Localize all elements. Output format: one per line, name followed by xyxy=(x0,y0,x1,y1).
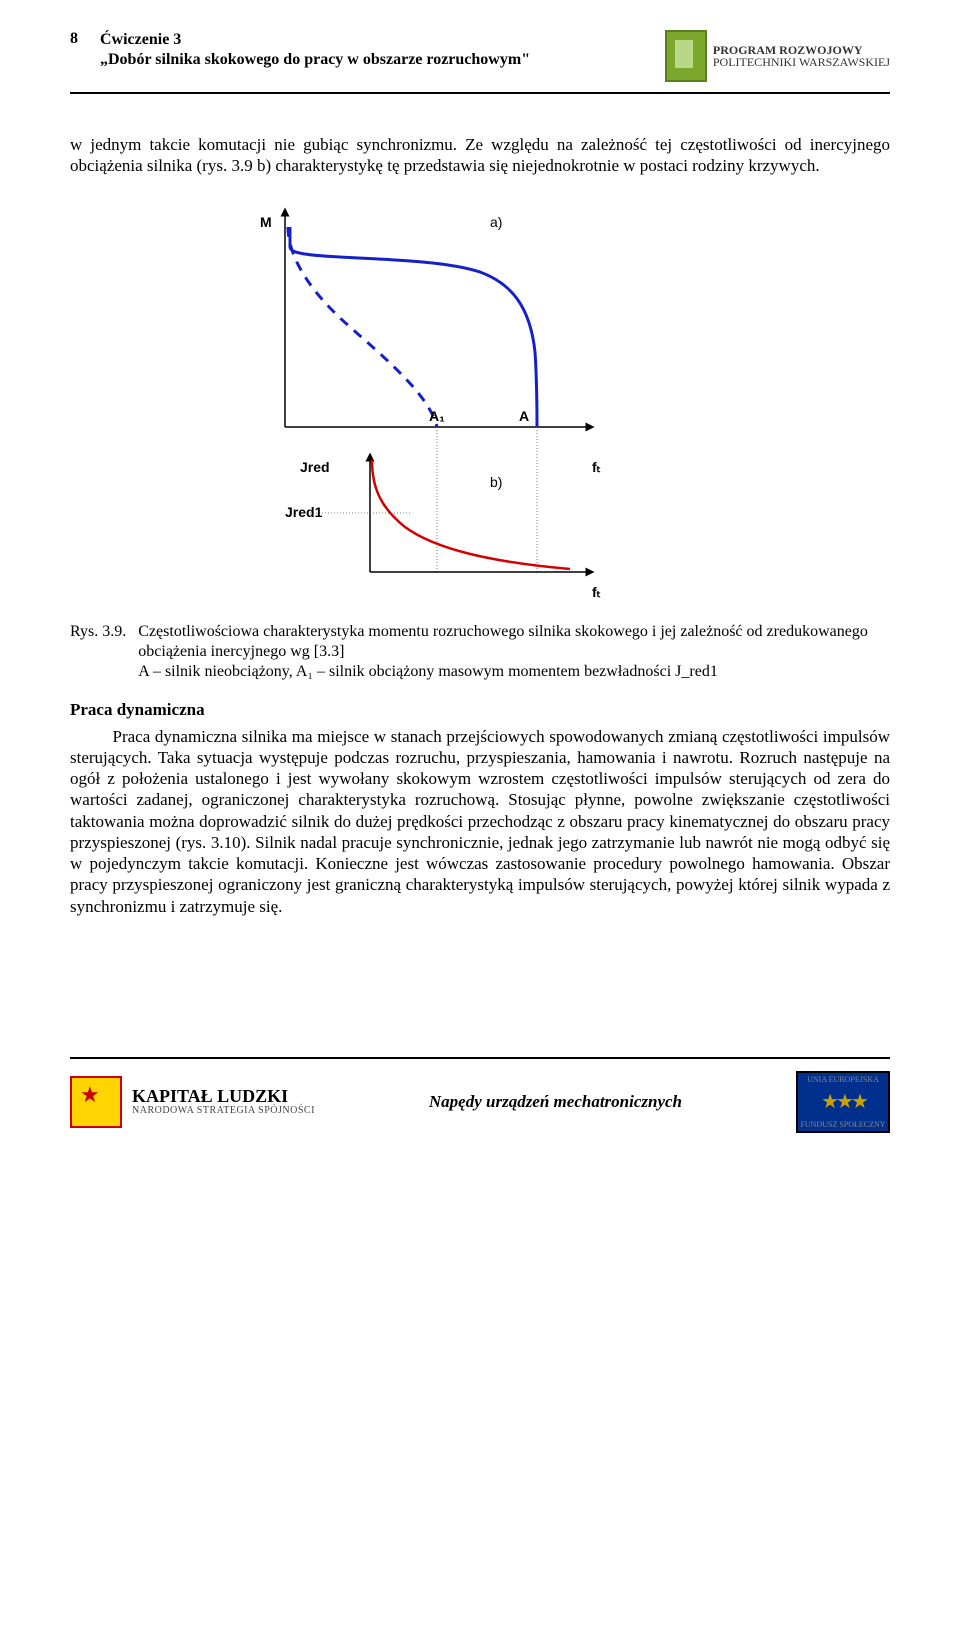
main-paragraph: Praca dynamiczna silnika ma miejsce w st… xyxy=(70,726,890,917)
eu-stars-icon: ★ ★ ★ xyxy=(821,1089,865,1114)
eu-top-label: UNIA EUROPEJSKA xyxy=(798,1075,888,1084)
caption-prefix: Rys. 3.9. xyxy=(70,622,126,682)
eu-bottom-label: FUNDUSZ SPOŁECZNY xyxy=(798,1120,888,1129)
header-title-block: Ćwiczenie 3 „Dobór silnika skokowego do … xyxy=(100,30,530,70)
exercise-title: „Dobór silnika skokowego do pracy w obsz… xyxy=(100,50,530,70)
page-number: 8 xyxy=(70,30,90,70)
program-line2: POLITECHNIKI WARSZAWSKIEJ xyxy=(713,56,890,68)
caption-text: Częstotliwościowa charakterystyka moment… xyxy=(138,622,890,682)
page-header: 8 Ćwiczenie 3 „Dobór silnika skokowego d… xyxy=(70,30,890,82)
svg-text:a): a) xyxy=(490,214,502,230)
kapital-text: KAPITAŁ LUDZKI NARODOWA STRATEGIA SPÓJNO… xyxy=(132,1087,315,1116)
svg-text:b): b) xyxy=(490,474,502,490)
exercise-label: Ćwiczenie 3 xyxy=(100,30,530,50)
kapital-ludzki-block: KAPITAŁ LUDZKI NARODOWA STRATEGIA SPÓJNO… xyxy=(70,1076,315,1128)
svg-text:M: M xyxy=(260,214,272,230)
header-left: 8 Ćwiczenie 3 „Dobór silnika skokowego d… xyxy=(70,30,530,70)
kapital-title: KAPITAŁ LUDZKI xyxy=(132,1087,315,1106)
header-divider xyxy=(70,92,890,94)
intro-paragraph: w jednym takcie komutacji nie gubiąc syn… xyxy=(70,134,890,177)
page-footer: KAPITAŁ LUDZKI NARODOWA STRATEGIA SPÓJNO… xyxy=(70,1057,890,1133)
university-logo-icon xyxy=(665,30,707,82)
program-text: PROGRAM ROZWOJOWY POLITECHNIKI WARSZAWSK… xyxy=(713,44,890,68)
svg-text:fₜ: fₜ xyxy=(592,459,601,475)
footer-title: Napędy urządzeń mechatronicznych xyxy=(315,1092,796,1112)
section-heading: Praca dynamiczna xyxy=(70,700,890,720)
kapital-subtitle: NARODOWA STRATEGIA SPÓJNOŚCI xyxy=(132,1106,315,1117)
figure-svg: Ma) A₁ Afₜ Jred Jred1 b) fₜ xyxy=(230,197,650,607)
header-right: PROGRAM ROZWOJOWY POLITECHNIKI WARSZAWSK… xyxy=(665,30,890,82)
page-root: 8 Ćwiczenie 3 „Dobór silnika skokowego d… xyxy=(0,0,960,1173)
svg-text:Jred1: Jred1 xyxy=(285,504,323,520)
svg-text:A₁: A₁ xyxy=(429,408,445,424)
figure-3-9: Ma) A₁ Afₜ Jred Jred1 b) fₜ xyxy=(230,197,730,612)
eu-flag-icon: UNIA EUROPEJSKA ★ ★ ★ FUNDUSZ SPOŁECZNY xyxy=(796,1071,890,1133)
kapital-logo-icon xyxy=(70,1076,122,1128)
svg-text:Jred: Jred xyxy=(300,459,330,475)
figure-caption: Rys. 3.9. Częstotliwościowa charakteryst… xyxy=(70,622,890,682)
svg-text:A: A xyxy=(519,408,529,424)
svg-text:fₜ: fₜ xyxy=(592,584,601,600)
